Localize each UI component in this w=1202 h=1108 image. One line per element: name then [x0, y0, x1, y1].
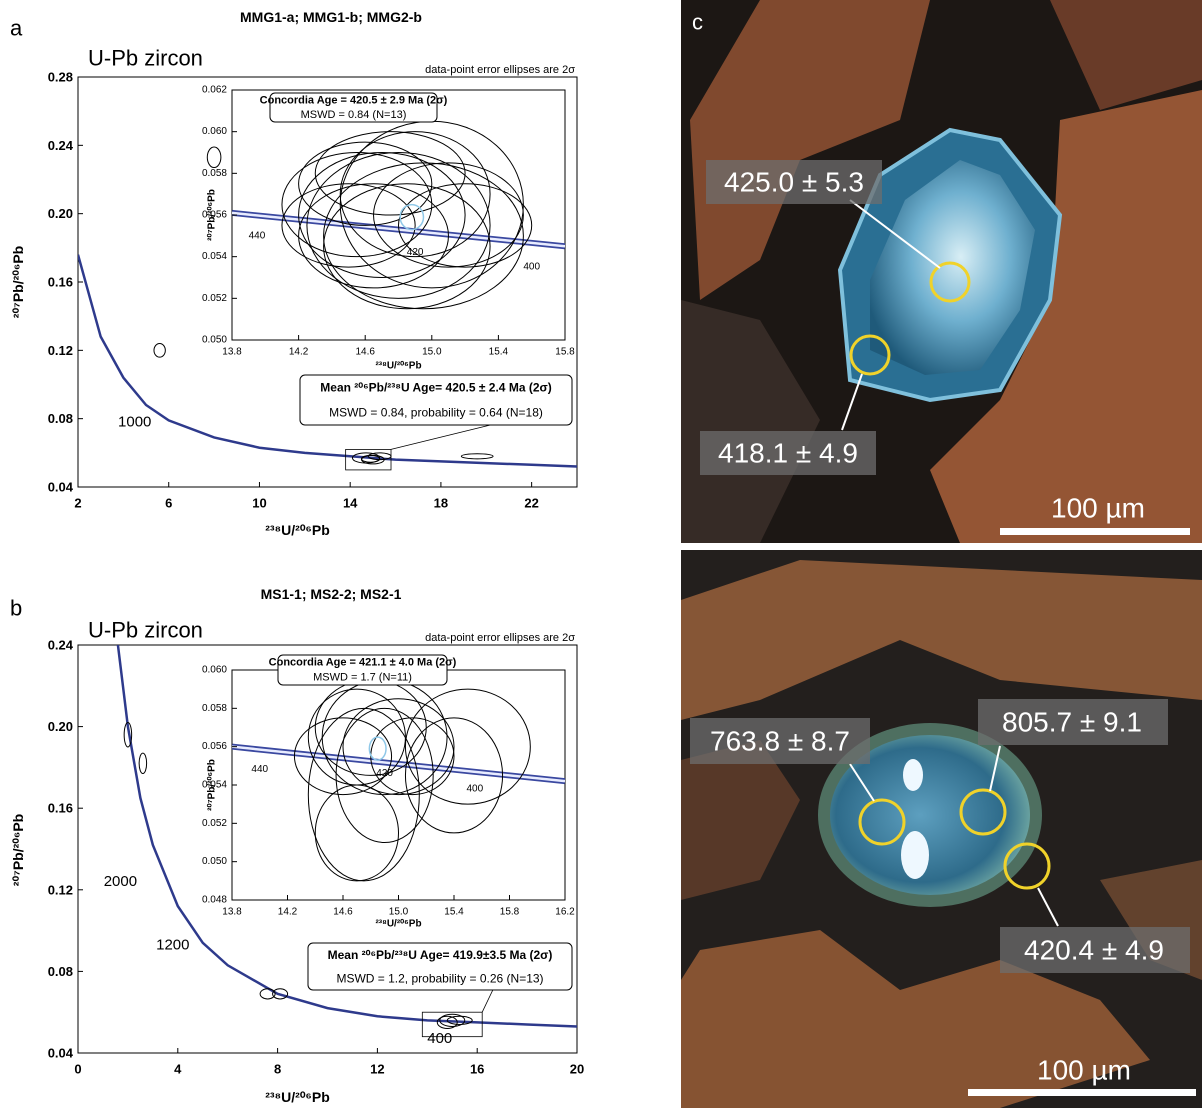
stat-text: MSWD = 1.7 (N=11) — [313, 672, 412, 684]
figure: 425.0 ± 5.3 418.1 ± 4.9 100 µm c 763.8 ±… — [0, 0, 1202, 1108]
panel-letter: c — [692, 10, 703, 35]
x-tick-label: 14 — [343, 496, 358, 511]
x-tick-label: 12 — [370, 1062, 384, 1077]
scale-bar — [968, 1089, 1196, 1096]
y-axis-label: ²⁰⁷Pb/²⁰⁶Pb — [207, 759, 218, 811]
y-tick-label: 0.060 — [202, 126, 227, 137]
age-label: 400 — [466, 783, 483, 794]
x-tick-label: 15.4 — [444, 907, 464, 918]
y-tick-label: 0.050 — [202, 335, 227, 346]
stat-text: MSWD = 0.84, probability = 0.64 (N=18) — [329, 406, 543, 420]
y-axis-label: ²⁰⁷Pb/²⁰⁶Pb — [10, 814, 26, 886]
age-label: 440 — [249, 230, 266, 241]
x-axis-label: ²³⁸U/²⁰⁶Pb — [265, 1089, 330, 1105]
x-tick-label: 15.0 — [422, 347, 442, 358]
y-tick-label: 0.058 — [202, 168, 227, 179]
y-tick-label: 0.062 — [202, 85, 227, 96]
photo-top: 425.0 ± 5.3 418.1 ± 4.9 100 µm c — [681, 0, 1202, 543]
spot-label: 763.8 ± 8.7 — [710, 726, 850, 757]
chart-subtitle: U-Pb zircon — [88, 46, 203, 71]
stat-text: Mean ²⁰⁶Pb/²³⁸U Age= 420.5 ± 2.4 Ma (2σ) — [320, 381, 551, 395]
y-tick-label: 0.060 — [202, 665, 227, 676]
x-tick-label: 16 — [470, 1062, 484, 1077]
y-tick-label: 0.050 — [202, 856, 227, 867]
x-tick-label: 0 — [74, 1062, 81, 1077]
x-tick-label: 4 — [174, 1062, 182, 1077]
y-axis-label: ²⁰⁷Pb/²⁰⁶Pb — [207, 189, 218, 241]
stat-text: Concordia Age = 420.5 ± 2.9 Ma (2σ) — [260, 94, 448, 106]
age-label: 2000 — [104, 873, 137, 890]
x-tick-label: 15.0 — [389, 907, 409, 918]
age-label: 1000 — [118, 414, 151, 431]
y-tick-label: 0.04 — [48, 480, 74, 495]
y-tick-label: 0.054 — [202, 251, 227, 262]
y-tick-label: 0.058 — [202, 703, 227, 714]
y-tick-label: 0.08 — [48, 964, 73, 979]
scale-label: 100 µm — [1051, 493, 1145, 524]
y-tick-label: 0.28 — [48, 70, 73, 85]
spot-label: 805.7 ± 9.1 — [1002, 707, 1142, 738]
age-label: 440 — [251, 764, 268, 775]
photo-bottom: 763.8 ± 8.7 805.7 ± 9.1 420.4 ± 4.9 100 … — [681, 550, 1202, 1108]
chart-title: MS1-1; MS2-2; MS2-1 — [261, 586, 402, 602]
y-tick-label: 0.12 — [48, 882, 73, 897]
x-tick-label: 15.4 — [489, 347, 509, 358]
x-tick-label: 13.8 — [222, 907, 242, 918]
y-tick-label: 0.16 — [48, 801, 73, 816]
stat-text: Concordia Age = 421.1 ± 4.0 Ma (2σ) — [269, 657, 457, 669]
chart-title: MMG1-a; MMG1-b; MMG2-b — [240, 9, 422, 25]
x-tick-label: 18 — [434, 496, 448, 511]
x-tick-label: 14.6 — [333, 907, 353, 918]
stat-text: MSWD = 0.84 (N=13) — [301, 109, 407, 121]
y-tick-label: 0.20 — [48, 719, 73, 734]
chart-subtitle: U-Pb zircon — [88, 618, 203, 643]
chart-note: data-point error ellipses are 2σ — [425, 64, 575, 76]
y-tick-label: 0.08 — [48, 411, 73, 426]
x-tick-label: 16.2 — [555, 907, 575, 918]
scale-label: 100 µm — [1037, 1055, 1131, 1086]
x-tick-label: 8 — [274, 1062, 281, 1077]
y-tick-label: 0.24 — [48, 138, 74, 153]
x-tick-label: 14.6 — [355, 347, 375, 358]
spot-label: 418.1 ± 4.9 — [718, 438, 858, 469]
y-tick-label: 0.056 — [202, 741, 227, 752]
age-label: 420 — [407, 247, 424, 258]
page: 425.0 ± 5.3 418.1 ± 4.9 100 µm c 763.8 ±… — [0, 0, 1202, 1108]
panel-letter: b — [10, 596, 22, 621]
y-tick-label: 0.20 — [48, 206, 73, 221]
x-axis-label: ²³⁸U/²⁰⁶Pb — [265, 522, 330, 538]
spot-label: 420.4 ± 4.9 — [1024, 935, 1164, 966]
x-tick-label: 2 — [74, 496, 81, 511]
x-tick-label: 13.8 — [222, 347, 242, 358]
y-tick-label: 0.052 — [202, 293, 227, 304]
y-axis-label: ²⁰⁷Pb/²⁰⁶Pb — [10, 246, 26, 318]
age-label: 1200 — [156, 936, 189, 953]
chart-note: data-point error ellipses are 2σ — [425, 632, 575, 644]
age-label: 420 — [376, 768, 393, 779]
scale-bar — [1000, 528, 1190, 535]
x-tick-label: 10 — [252, 496, 266, 511]
y-tick-label: 0.24 — [48, 638, 74, 653]
y-tick-label: 0.12 — [48, 343, 73, 358]
y-tick-label: 0.04 — [48, 1046, 74, 1061]
x-tick-label: 15.8 — [555, 347, 575, 358]
age-label: 400 — [427, 1030, 452, 1047]
stat-text: MSWD = 1.2, probability = 0.26 (N=13) — [336, 971, 543, 985]
x-tick-label: 22 — [524, 496, 538, 511]
x-tick-label: 14.2 — [278, 907, 298, 918]
age-label: 400 — [523, 262, 540, 273]
y-tick-label: 0.048 — [202, 895, 227, 906]
x-axis-label: ²³⁸U/²⁰⁶Pb — [375, 919, 421, 930]
x-tick-label: 20 — [570, 1062, 584, 1077]
x-axis-label: ²³⁸U/²⁰⁶Pb — [375, 361, 421, 372]
y-tick-label: 0.052 — [202, 818, 227, 829]
y-tick-label: 0.16 — [48, 275, 73, 290]
x-tick-label: 6 — [165, 496, 172, 511]
stat-text: Mean ²⁰⁶Pb/²³⁸U Age= 419.9±3.5 Ma (2σ) — [328, 948, 553, 962]
x-tick-label: 15.8 — [500, 907, 520, 918]
panel-letter: a — [10, 16, 23, 41]
x-tick-label: 14.2 — [289, 347, 309, 358]
spot-label: 425.0 ± 5.3 — [724, 167, 864, 198]
